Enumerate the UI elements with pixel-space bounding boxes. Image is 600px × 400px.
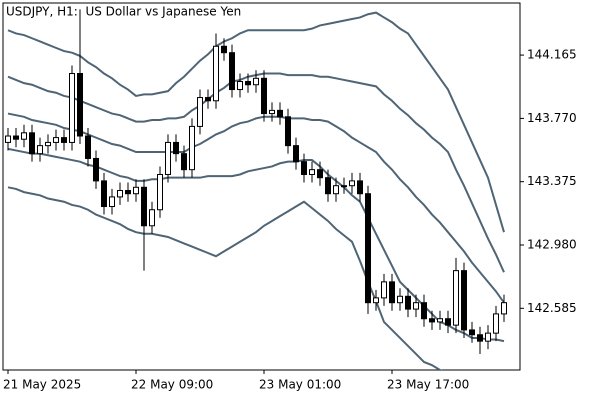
band-line (7, 112, 505, 304)
candle-body (261, 77, 267, 115)
candle-body (373, 297, 379, 304)
x-tick-label: 22 May 09:00 (131, 378, 213, 392)
candle-body (405, 295, 411, 310)
x-tick-label: 23 May 17:00 (387, 378, 469, 392)
candle-body (349, 180, 355, 187)
plot-area (5, 9, 507, 370)
plot-frame (2, 2, 521, 371)
candle-body (397, 295, 403, 304)
y-tick-label: 144.165 (527, 48, 577, 62)
candle-body (413, 302, 419, 310)
candle-body (469, 329, 475, 336)
candle-body (381, 281, 387, 299)
candle-body (453, 270, 459, 326)
x-tick-label: 21 May 2025 (3, 378, 81, 392)
band-line (7, 186, 443, 370)
candle-body (285, 116, 291, 147)
candle-body (461, 270, 467, 331)
candle-body (197, 97, 203, 127)
candle-body (93, 157, 99, 182)
candle-body (141, 186, 147, 227)
candle-body (5, 135, 11, 143)
candle-body (501, 302, 507, 315)
candle-body (301, 161, 307, 175)
candle-body (325, 177, 331, 195)
candle-body (165, 141, 171, 175)
candle-body (45, 141, 51, 147)
band-line (7, 11, 505, 233)
candle-body (61, 137, 67, 143)
candle-body (485, 332, 491, 342)
candle-body (189, 125, 195, 171)
candle-body (493, 313, 499, 334)
candle-body (293, 145, 299, 163)
candle-body (317, 169, 323, 179)
candle-body (29, 132, 35, 155)
candle-body (437, 318, 443, 323)
candle-body (213, 45, 219, 102)
candle-body (125, 190, 131, 195)
candle-body (133, 186, 139, 195)
candle-body (277, 109, 283, 118)
candle-body (341, 185, 347, 188)
candle-body (205, 97, 211, 102)
candle-body (117, 190, 123, 198)
candle-body (181, 153, 187, 171)
candle-body (309, 169, 315, 175)
candle-body (357, 180, 363, 195)
candle-body (13, 135, 19, 140)
x-tick-label: 23 May 01:00 (259, 378, 341, 392)
candle-body (101, 180, 107, 208)
y-tick-label: 143.375 (527, 174, 577, 188)
y-tick-label: 142.585 (527, 301, 577, 315)
candle-body (69, 73, 75, 143)
candle-body (365, 193, 371, 304)
candle-body (109, 196, 115, 208)
y-tick-label: 142.980 (527, 237, 577, 251)
candle-body (245, 81, 251, 86)
candle-body (237, 81, 243, 91)
candle-body (85, 135, 91, 159)
candle-body (333, 185, 339, 195)
candle-body (149, 209, 155, 227)
candle-body (173, 141, 179, 155)
candle-body (253, 77, 259, 86)
candle-body (53, 137, 59, 143)
candle-body (229, 52, 235, 91)
candle-body (477, 334, 483, 342)
candle-body (269, 109, 275, 115)
candle-body (445, 318, 451, 326)
candle-body (221, 45, 227, 54)
chart-title: USDJPY, H1: US Dollar vs Japanese Yen (6, 5, 241, 19)
candle-body (429, 318, 435, 323)
y-tick-label: 143.770 (527, 111, 577, 125)
candle-body (389, 281, 395, 304)
candle-body (21, 132, 27, 140)
candle-body (77, 73, 83, 137)
candle-body (157, 173, 163, 211)
candle-body (37, 145, 43, 155)
candle-body (421, 302, 427, 320)
